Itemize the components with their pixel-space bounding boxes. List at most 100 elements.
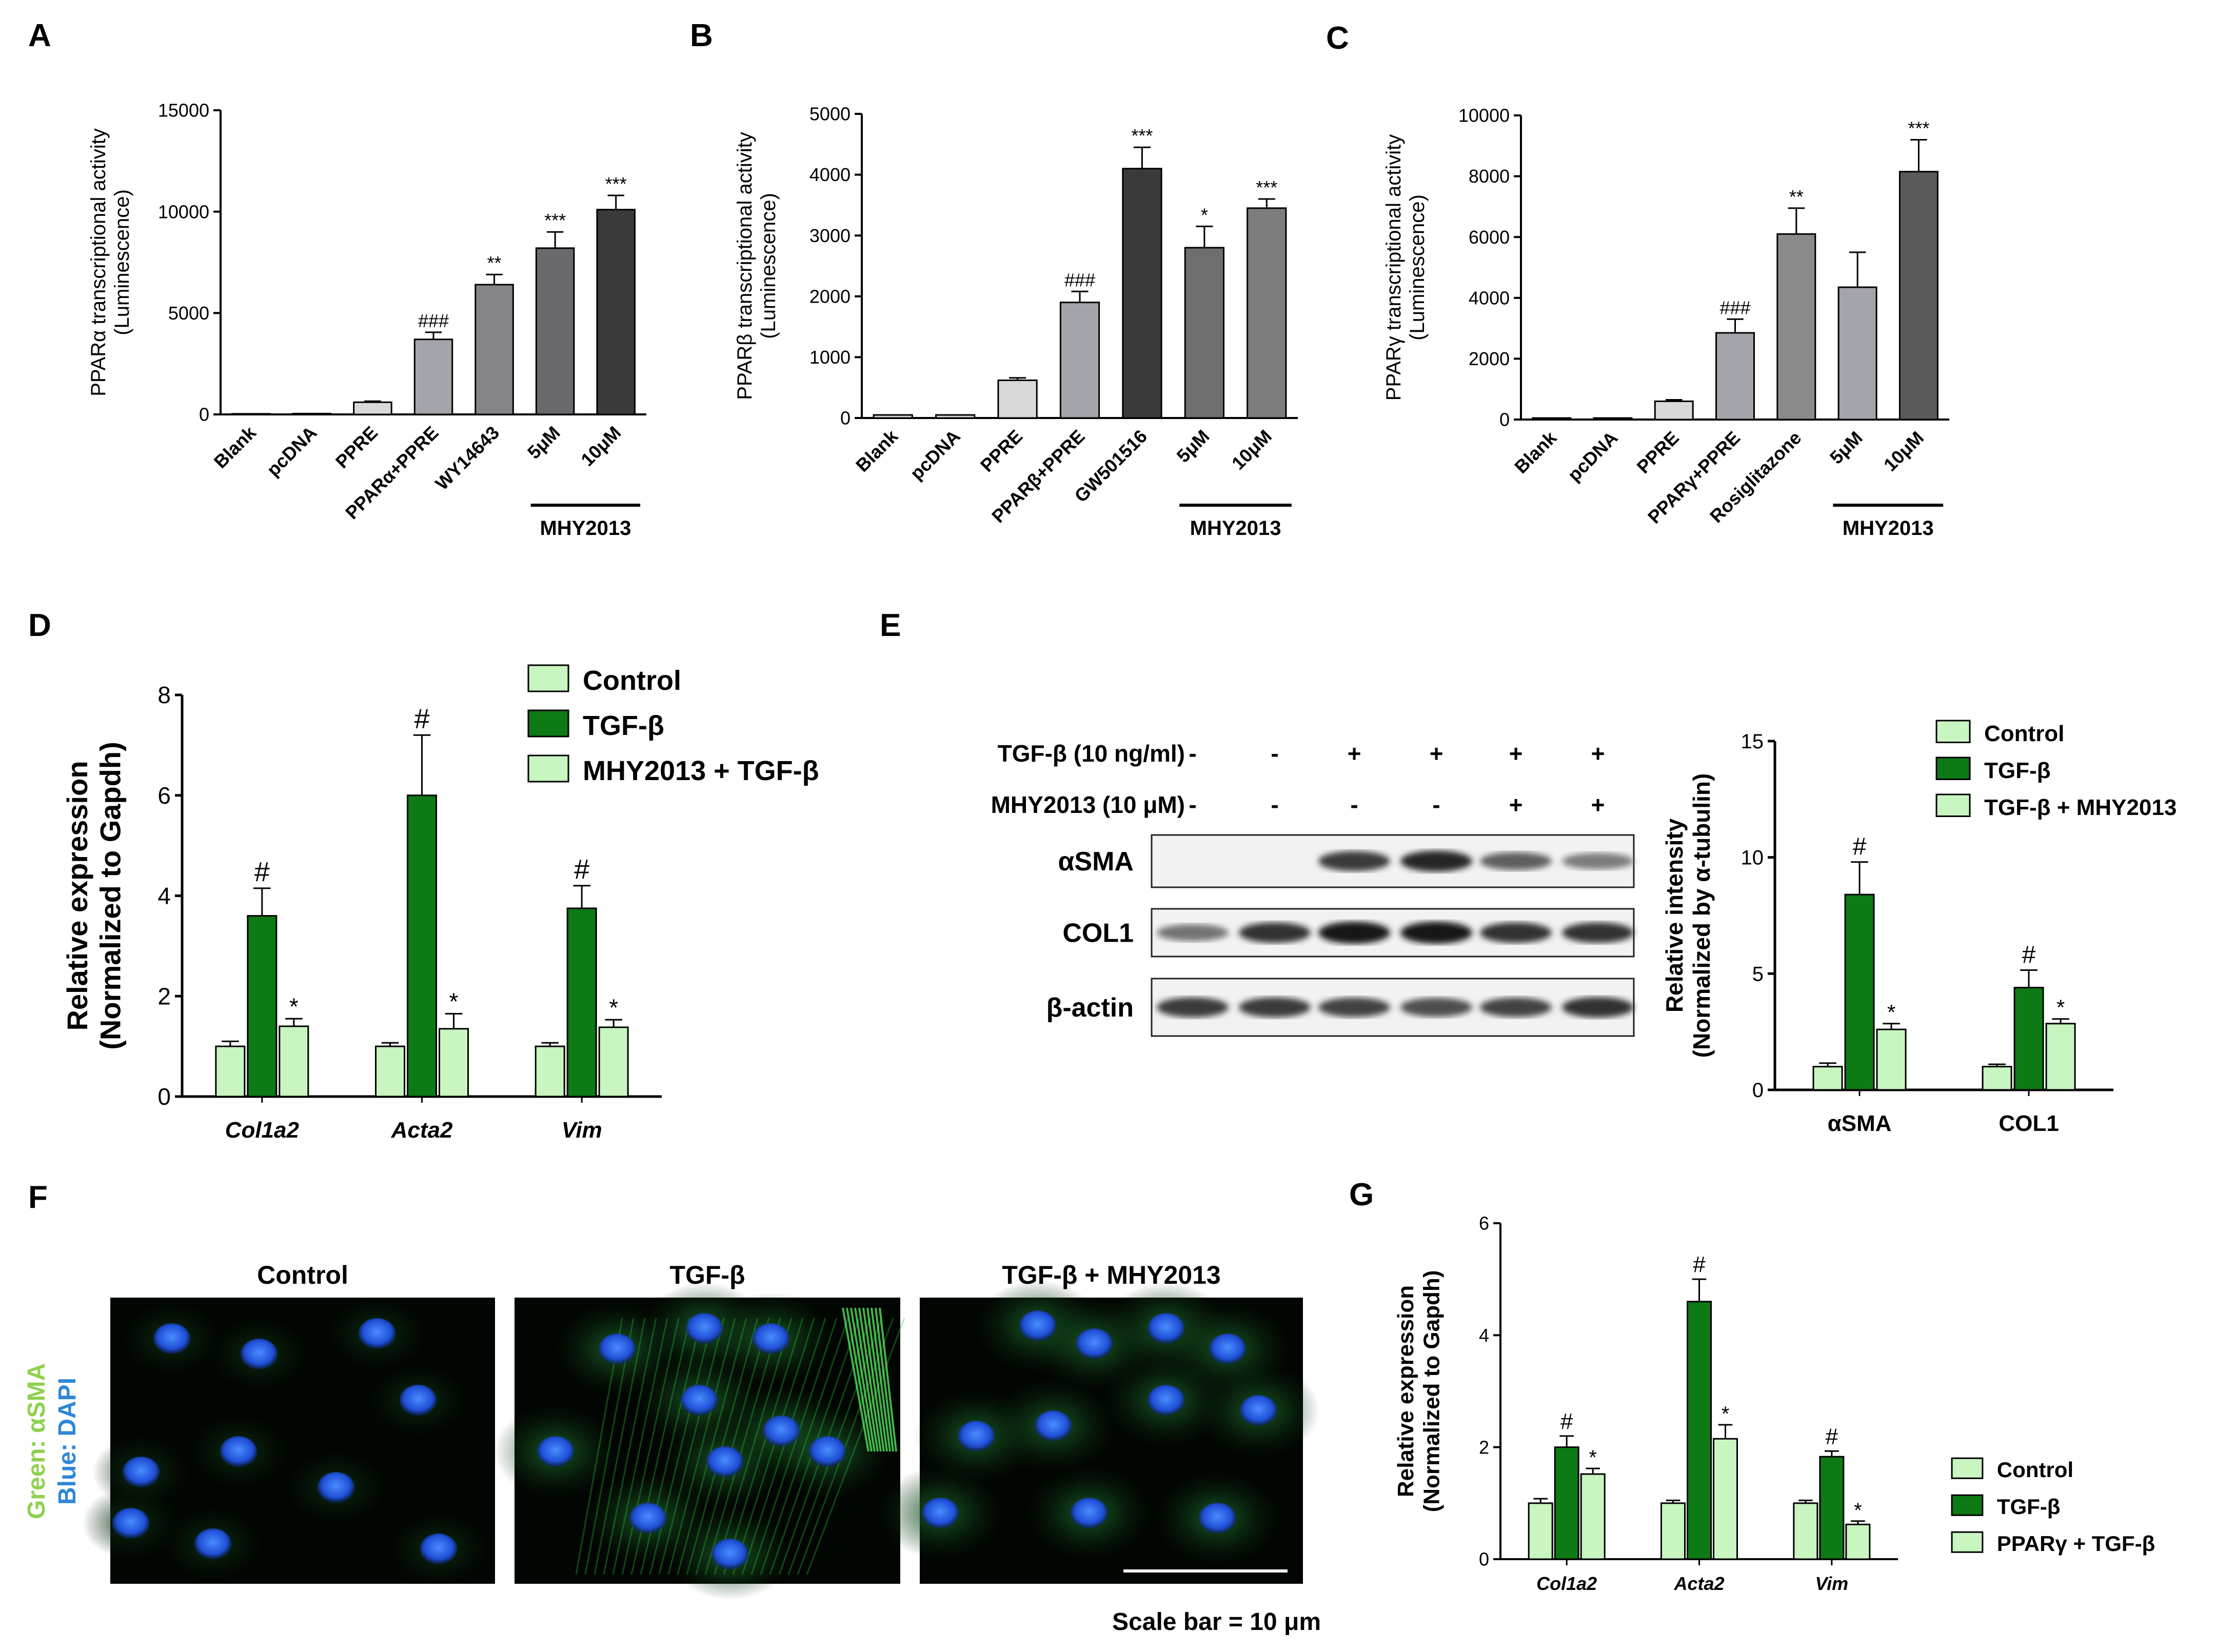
chart-a-y-tick-label: 15000 — [158, 100, 209, 121]
blot-membrane — [1151, 978, 1635, 1037]
micro-nucleus — [763, 1416, 800, 1446]
chart-b-y-label: PPARβ transcriptional activity(Luminesce… — [734, 132, 780, 400]
chart-g-bar — [1687, 1301, 1712, 1560]
chart-b-x-tick-label: PPRE — [976, 426, 1026, 476]
blot-band — [1400, 922, 1472, 944]
micro-fiber — [750, 1318, 838, 1575]
chart-a-x-tick-label: WY14643 — [431, 422, 503, 494]
blot-condition-label: MHY2013 (10 μM) — [991, 791, 1185, 818]
chart-d-legend-label: MHY2013 + TGF-β — [583, 755, 819, 786]
chart-g-y-tick-label: 0 — [1479, 1549, 1489, 1570]
chart-b-bar — [1059, 302, 1100, 419]
micro-fiber — [797, 1318, 894, 1575]
chart-c-x-tick-label: PPRE — [1633, 427, 1683, 477]
micro-fiber — [612, 1318, 668, 1575]
blot-band — [1157, 997, 1229, 1018]
blot-band — [1400, 850, 1472, 872]
panel-label-a: A — [28, 18, 51, 53]
chart-e-y-tick-label: 0 — [1752, 1079, 1764, 1102]
chart-d-x-tick-label: Acta2 — [391, 1118, 453, 1143]
chart-e-bar — [1812, 1066, 1843, 1091]
micro-title: Control — [257, 1261, 348, 1289]
chart-d-significance: # — [574, 854, 589, 885]
chart-b-significance: * — [1201, 204, 1208, 225]
chart-d-bar — [598, 1026, 629, 1098]
micro-nucleus — [1035, 1410, 1072, 1441]
chart-d-legend-label: Control — [583, 665, 681, 696]
chart-c-group-label: MHY2013 — [1843, 517, 1934, 540]
blot-band — [1480, 922, 1552, 943]
micro-nucleus — [1019, 1310, 1056, 1341]
micro-nucleus — [753, 1323, 789, 1354]
micro-nucleus — [359, 1318, 396, 1349]
chart-a-x-tick-label: 5μM — [523, 422, 564, 463]
chart-b-y-tick-label: 5000 — [809, 104, 851, 125]
chart-d-significance: * — [289, 993, 299, 1020]
chart-d: 0 2 4 6 8 Relative expression(Normalized to G… — [61, 664, 819, 1143]
chart-b-bar — [1184, 247, 1225, 419]
chart-d-y-label: Relative expression(Normalized to Gapdh) — [61, 742, 126, 1049]
blot-condition-mark: + — [1591, 791, 1605, 818]
micro-nucleus — [220, 1436, 257, 1467]
panel-label-b: B — [690, 18, 713, 53]
chart-c-y-tick-label: 0 — [1499, 409, 1510, 430]
micro-nucleus — [112, 1508, 149, 1539]
chart-e-significance: * — [1887, 1000, 1895, 1024]
chart-b-bar — [873, 414, 913, 419]
chart-c-x-tick-label: 10μM — [1880, 427, 1928, 475]
chart-b-y-tick-label: 3000 — [809, 225, 851, 246]
blot-band — [1239, 922, 1311, 943]
chart-a-bar — [353, 401, 392, 415]
chart-c-y-label: PPARγ transcriptional activity(Luminesce… — [1382, 134, 1429, 401]
chart-d-bar — [566, 907, 597, 1098]
chart-a-significance: ** — [487, 252, 502, 273]
blot-band-label: COL1 — [1062, 919, 1134, 948]
chart-a-significance: *** — [544, 210, 566, 231]
chart-c-x-tick-label: pcDNA — [1564, 427, 1622, 486]
micro-fiber — [649, 1318, 714, 1575]
chart-e-legend-label: TGF-β + MHY2013 — [1984, 795, 2177, 820]
chart-c-y-tick-label: 2000 — [1469, 348, 1510, 369]
chart-g-x-tick-label: Col1a2 — [1536, 1573, 1597, 1594]
chart-g-bar — [1554, 1446, 1579, 1560]
blot-condition-mark: - — [1350, 791, 1358, 818]
chart-e: 0 5 10 15 Relative intensity(Normalized by α… — [1661, 720, 2177, 1136]
chart-e-bar — [1982, 1066, 2012, 1091]
micro-fiber — [862, 1307, 885, 1452]
chart-g-significance: # — [1560, 1409, 1573, 1434]
blot-condition-mark: - — [1271, 791, 1278, 818]
micro-nucleus — [681, 1385, 718, 1416]
chart-g-legend-swatch — [1951, 1531, 1984, 1553]
chart-b-x-tick-label: 10μM — [1228, 426, 1276, 474]
chart-g-legend-label: TGF-β — [1997, 1495, 2061, 1519]
blot-membrane — [1151, 834, 1635, 888]
chart-e-bar — [1844, 893, 1875, 1091]
chart-c-bar — [1715, 332, 1755, 421]
chart-b-y-tick-label: 0 — [840, 408, 851, 429]
chart-c-bar — [1532, 417, 1572, 421]
micro-side-green: Green: αSMA — [23, 1363, 50, 1519]
micro-nucleus — [809, 1436, 846, 1467]
micro-fiber — [621, 1318, 680, 1575]
blot-band — [1562, 997, 1634, 1018]
chart-e-bar — [2013, 987, 2044, 1091]
blot-band-label: αSMA — [1058, 847, 1134, 877]
chart-e-bar — [2045, 1023, 2076, 1091]
chart-g-legend-swatch — [1951, 1494, 1984, 1516]
blot-band — [1318, 851, 1390, 871]
chart-c-bar — [1593, 417, 1633, 421]
chart-g-y-tick-label: 6 — [1479, 1213, 1489, 1234]
chart-b: 0 1000 2000 3000 4000 5000 PPARβ transcription… — [734, 104, 1298, 540]
chart-g-y-tick-label: 2 — [1479, 1437, 1489, 1458]
blot-band — [1157, 924, 1229, 941]
chart-b-bar — [997, 379, 1038, 419]
micro-fiber — [866, 1307, 888, 1452]
chart-a-y-label: PPARα transcriptional activity(Luminesce… — [87, 128, 133, 396]
chart-b-bar — [1122, 168, 1162, 419]
chart-c-y-tick-label: 6000 — [1469, 227, 1510, 248]
chart-d-y-tick-label: 0 — [157, 1083, 171, 1110]
chart-e-significance: * — [2057, 996, 2065, 1020]
blot-condition-mark: + — [1509, 791, 1523, 818]
chart-g-significance: # — [1826, 1424, 1838, 1449]
